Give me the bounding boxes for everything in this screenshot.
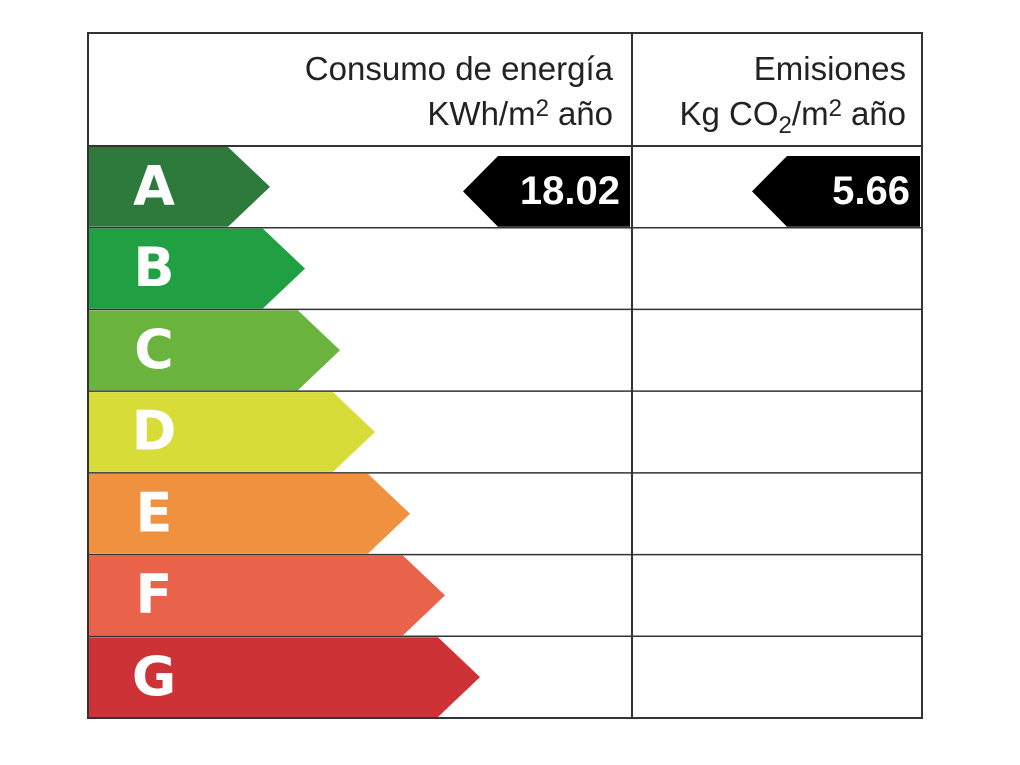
- rating-indicator: [463, 156, 630, 227]
- unit-sup: 2: [829, 95, 842, 122]
- unit-part: KWh/m: [427, 95, 535, 132]
- unit-sup: 2: [536, 95, 549, 122]
- class-letter: F: [136, 563, 173, 626]
- class-letter: B: [133, 236, 174, 299]
- class-arrow: [89, 310, 340, 391]
- class-arrow: [89, 637, 480, 717]
- energy-unit: KWh/m2 año: [427, 95, 613, 132]
- energy-title: Consumo de energía: [305, 50, 614, 87]
- emissions-unit: Kg CO2/m2 año: [680, 95, 907, 139]
- class-arrow: [89, 473, 410, 554]
- class-arrow: [89, 392, 375, 472]
- emissions-title: Emisiones: [754, 50, 906, 87]
- frame: [87, 32, 923, 719]
- class-arrow: [89, 228, 305, 309]
- class-letter: D: [132, 400, 177, 463]
- class-letter: A: [133, 154, 175, 217]
- unit-sub: 2: [779, 112, 792, 139]
- unit-part: /m: [792, 95, 829, 132]
- class-letter: C: [134, 318, 174, 381]
- unit-part: año: [558, 95, 613, 132]
- rating-indicator: [752, 156, 920, 227]
- rating-value: 5.66: [832, 169, 910, 213]
- unit-part: Kg CO: [680, 95, 779, 132]
- class-arrow: [89, 555, 445, 636]
- rating-value: 18.02: [520, 169, 620, 213]
- class-letter: E: [136, 481, 173, 544]
- class-arrow: [89, 147, 270, 227]
- unit-part: año: [851, 95, 906, 132]
- class-letter: G: [132, 645, 176, 708]
